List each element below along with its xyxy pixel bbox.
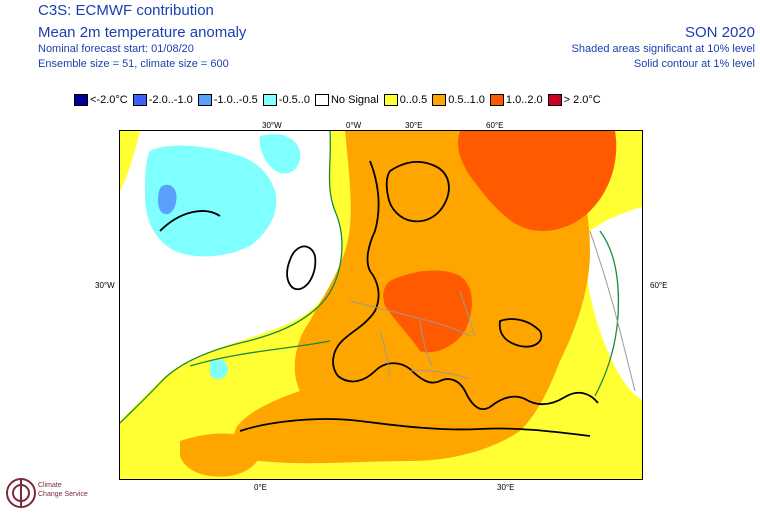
significance-contour [120,131,343,424]
legend-item: No Signal [314,94,379,106]
legend-swatch [74,94,88,106]
lon-label-top: 60°E [486,121,504,130]
lon-label-top: 0°W [346,121,362,130]
legend-label: > 2.0°C [563,94,601,106]
legend-swatch [547,94,562,106]
cool-weak-area-small [210,359,228,380]
legend-item: -2.0..-1.0 [132,94,193,106]
legend-label: 0.5..1.0 [448,94,485,106]
climate-service-logo-icon [6,478,36,508]
legend-label: 0..0.5 [399,94,428,106]
coastline [239,418,591,437]
season-label: SON 2020 [684,24,755,41]
legend-item: > 2.0°C [547,94,601,106]
significance-contour [189,340,331,367]
lon-label-bottom: 0°E [254,483,267,492]
significance-contour [594,230,620,397]
legend-swatch [383,94,398,106]
anomaly-map [119,130,643,480]
legend-label: -1.0..-0.5 [213,94,258,106]
coastline [385,160,450,223]
logo-line-1: Climate [38,482,62,489]
significance-shaded-note: Shaded areas significant at 10% level [571,43,755,55]
country-border [589,230,636,392]
significance-contour-note: Solid contour at 1% level [633,58,755,70]
legend-swatch [314,94,329,106]
lat-lon-label-left: 30°W [95,281,115,290]
legend-item: -0.5..0 [262,94,310,106]
chart-subtitle: Mean 2m temperature anomaly [38,24,247,41]
lon-label-top: 30°W [262,121,282,130]
warm-moderate-area-south [180,433,262,477]
country-border [349,290,476,380]
coastline [498,318,543,348]
legend-item: -1.0..-0.5 [197,94,258,106]
legend-swatch [262,94,277,106]
coastline [286,245,317,291]
warm-strong-area-central [383,270,472,353]
legend-swatch [489,94,504,106]
coastline [332,160,599,411]
lon-label-bottom: 30°E [497,483,515,492]
cool-weak-area [259,134,301,174]
no-signal-area-east [586,206,642,400]
lon-label-top: 30°E [405,121,423,130]
cool-moderate-area [158,184,177,215]
legend-label: <-2.0°C [90,94,128,106]
ensemble-size-text: Ensemble size = 51, climate size = 600 [38,58,229,70]
legend-item: <-2.0°C [74,94,128,106]
legend-swatch [432,94,447,106]
logo-text: Climate Change Service [38,481,88,499]
lat-lon-label-right: 60°E [650,281,668,290]
cool-weak-area [145,145,277,257]
copernicus-logo [4,474,114,514]
color-legend: <-2.0°C -2.0..-1.0 -1.0..-0.5 -0.5..0 No… [74,93,606,107]
warm-strong-area-northeast [458,131,617,231]
legend-swatch [132,94,147,106]
coastline [159,210,221,232]
legend-item: 0.5..1.0 [432,94,485,106]
legend-label: 1.0..2.0 [505,94,543,106]
legend-label: -2.0..-1.0 [148,94,193,106]
legend-item: 1.0..2.0 [489,94,543,106]
legend-label: -0.5..0 [278,94,310,106]
legend-label: No Signal [330,94,379,106]
chart-title: C3S: ECMWF contribution [38,2,214,19]
forecast-start-text: Nominal forecast start: 01/08/20 [38,43,194,55]
legend-item: 0..0.5 [383,94,428,106]
anomaly-map-svg [120,131,642,479]
logo-line-2: Change Service [38,491,88,498]
legend-swatch [197,94,212,106]
